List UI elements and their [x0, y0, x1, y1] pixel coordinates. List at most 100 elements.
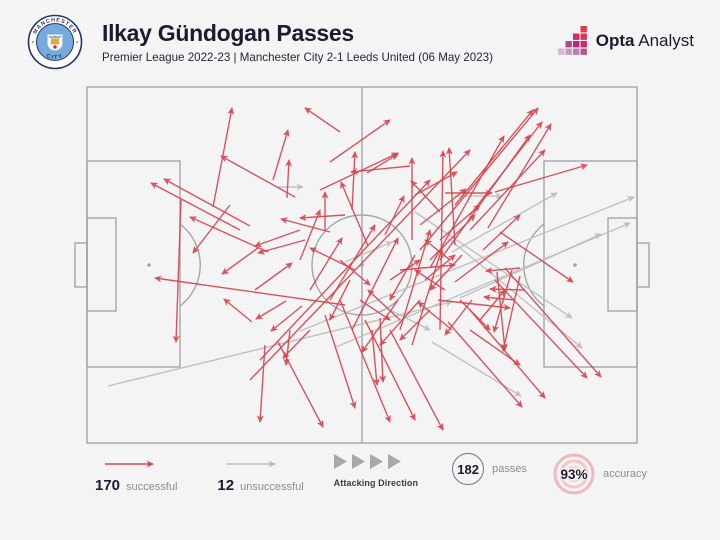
successful-pass-arrow — [249, 149, 471, 381]
successful-pass-arrow — [429, 214, 476, 261]
accuracy-label: accuracy — [602, 468, 647, 480]
successful-pass-arrow — [501, 275, 521, 352]
legend-attacking-direction: Attacking Direction — [333, 452, 419, 488]
unsuccessful-count: 12 — [217, 477, 235, 494]
successful-pass-arrow — [351, 151, 359, 211]
successful-arrow-icon — [105, 460, 154, 468]
successful-pass-arrow — [482, 214, 521, 251]
attacking-direction-label: Attacking Direction — [333, 478, 419, 488]
left-penalty-box — [86, 160, 181, 368]
successful-pass-arrow — [329, 279, 351, 321]
successful-pass-arrow — [417, 301, 453, 331]
successful-pass-arrow — [399, 309, 431, 341]
page-subtitle: Premier League 2022-23 | Manchester City… — [102, 51, 493, 64]
successful-pass-arrow — [361, 299, 399, 353]
right-penalty-box — [543, 160, 638, 368]
opta-analyst-logo: Opta Analyst — [557, 26, 694, 56]
successful-pass-arrow — [489, 285, 526, 293]
successful-pass-arrow — [329, 119, 391, 163]
unsuccessful-pass-arrow — [459, 233, 602, 299]
passes-label: passes — [492, 463, 527, 475]
successful-pass-arrow — [319, 152, 399, 191]
successful-pass-arrow — [437, 299, 511, 311]
right-penalty-arc — [523, 223, 545, 307]
successful-pass-arrow — [285, 159, 293, 199]
successful-pass-arrow — [277, 341, 324, 428]
successful-label: successful — [126, 481, 178, 493]
legend-successful: 170 successful — [95, 452, 177, 494]
right-penalty-spot — [573, 263, 577, 267]
opta-analyst-wordmark: Opta Analyst — [596, 31, 694, 51]
successful-pass-arrow — [339, 259, 371, 286]
successful-pass-arrow — [399, 262, 456, 271]
unsuccessful-pass-arrow — [431, 341, 522, 397]
unsuccessful-pass-arrow — [344, 241, 393, 263]
successful-pass-arrow — [340, 181, 369, 247]
successful-pass-arrow — [154, 275, 346, 306]
successful-pass-arrow — [496, 271, 508, 351]
left-goal — [74, 242, 88, 288]
passes-stat: 182 passes — [452, 453, 527, 485]
successful-pass-arrow — [454, 241, 509, 283]
successful-pass-arrow — [469, 329, 521, 366]
successful-pass-arrow — [494, 279, 588, 379]
passes-count-badge: 182 — [452, 453, 485, 485]
left-penalty-arc — [179, 223, 201, 307]
unsuccessful-pass-arrow — [299, 196, 635, 332]
accuracy-rings-icon: 93% — [553, 453, 595, 495]
successful-pass-arrow — [429, 135, 505, 269]
legend: 170 successful 12 unsuccessful Attacking… — [0, 452, 720, 514]
successful-pass-arrow — [270, 305, 303, 332]
left-penalty-spot — [147, 263, 151, 267]
successful-pass-arrow — [163, 178, 251, 227]
unsuccessful-pass-arrow — [107, 300, 453, 387]
successful-pass-arrow — [339, 299, 391, 423]
legend-unsuccessful: 12 unsuccessful — [217, 452, 304, 494]
successful-pass-arrow — [359, 299, 391, 321]
accuracy-value: 93% — [560, 466, 588, 482]
successful-pass-arrow — [351, 237, 399, 331]
successful-pass-arrow — [192, 204, 231, 254]
successful-pass-arrow — [469, 149, 546, 231]
successful-pass-arrow — [299, 209, 321, 261]
unsuccessful-pass-arrow — [389, 309, 431, 331]
successful-pass-arrow — [223, 298, 253, 323]
badge-text-bottom: CITY — [45, 53, 63, 61]
unsuccessful-arrow-icon — [227, 460, 277, 468]
successful-pass-arrow — [459, 299, 491, 331]
successful-pass-arrow — [283, 329, 291, 366]
left-goal-area — [86, 217, 117, 312]
successful-pass-arrow — [189, 216, 269, 253]
successful-pass-arrow — [384, 195, 405, 236]
header-titles: Ilkay Gündogan Passes Premier League 202… — [102, 20, 493, 64]
successful-pass-arrow — [479, 289, 506, 321]
attacking-direction-icon — [333, 454, 401, 469]
pass-arrows-layer — [107, 107, 635, 431]
successful-pass-arrow — [254, 229, 301, 248]
successful-pass-arrow — [259, 179, 431, 361]
successful-pass-arrow — [487, 123, 552, 229]
successful-pass-arrow — [414, 269, 446, 291]
successful-pass-arrow — [439, 134, 531, 261]
successful-pass-arrow — [454, 109, 534, 206]
successful-pass-arrow — [389, 254, 416, 301]
unsuccessful-label: unsuccessful — [240, 481, 304, 493]
right-goal — [636, 242, 650, 288]
successful-pass-arrow — [280, 217, 331, 233]
unsuccessful-pass-arrow — [447, 237, 583, 349]
successful-pass-arrow — [172, 199, 182, 343]
successful-pass-arrow — [379, 299, 421, 346]
successful-pass-arrow — [492, 269, 513, 333]
header: MANCHESTER CITY Ilkay Gündogan Passes Pr… — [27, 14, 493, 70]
successful-pass-arrow — [150, 182, 241, 231]
successful-pass-arrow — [439, 204, 481, 241]
successful-pass-arrow — [324, 314, 357, 409]
successful-pass-arrow — [304, 107, 341, 133]
successful-pass-arrow — [414, 171, 458, 196]
successful-pass-arrow — [379, 317, 387, 383]
successful-pass-arrow — [469, 309, 546, 399]
successful-pass-arrow — [389, 329, 444, 431]
successful-pass-arrow — [504, 267, 602, 378]
